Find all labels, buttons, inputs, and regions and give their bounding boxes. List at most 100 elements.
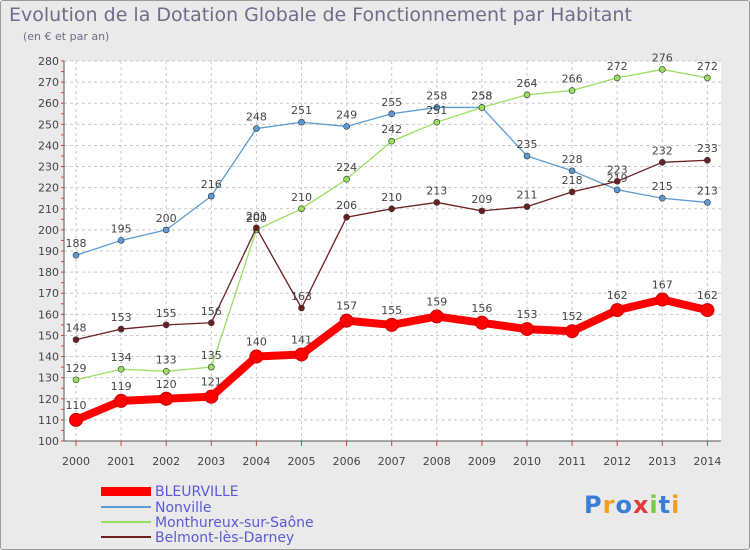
data-point-bleurville [294, 347, 309, 362]
data-point-monthureux-sur-saone [704, 74, 711, 82]
data-label-belmont-les-darney: 209 [471, 193, 492, 206]
y-tick-label: 260 [38, 97, 59, 110]
y-tick-label: 110 [38, 414, 59, 427]
x-tick-label: 2005 [288, 455, 316, 468]
x-tick-label: 2007 [378, 455, 406, 468]
data-point-bleurville [204, 389, 219, 404]
data-point-belmont-les-darney [388, 205, 396, 213]
y-tick-label: 180 [38, 266, 59, 279]
data-point-bleurville [610, 303, 625, 318]
data-point-nonville [704, 199, 711, 206]
data-label-monthureux-sur-saone: 224 [336, 161, 357, 174]
data-label-monthureux-sur-saone: 242 [381, 123, 402, 136]
data-point-nonville [433, 104, 441, 111]
data-point-nonville [117, 237, 125, 244]
data-label-belmont-les-darney: 153 [111, 311, 132, 324]
data-point-bleurville [159, 391, 174, 406]
data-label-monthureux-sur-saone: 258 [471, 89, 492, 102]
data-point-nonville [523, 152, 531, 160]
data-point-monthureux-sur-saone [162, 368, 170, 375]
data-point-belmont-les-darney [343, 213, 350, 221]
data-label-monthureux-sur-saone: 135 [201, 349, 222, 362]
x-tick-label: 2012 [603, 455, 631, 468]
data-label-belmont-les-darney: 213 [426, 184, 447, 197]
x-tick-label: 2004 [242, 455, 270, 468]
data-point-belmont-les-darney [117, 325, 125, 333]
y-tick-label: 140 [38, 351, 59, 364]
data-label-monthureux-sur-saone: 200 [246, 212, 267, 225]
data-point-belmont-les-darney [253, 224, 260, 232]
y-tick-label: 120 [38, 393, 59, 406]
data-label-nonville: 195 [111, 222, 132, 235]
chart-title: Evolution de la Dotation Globale de Fonc… [9, 4, 632, 26]
data-label-nonville: 258 [426, 89, 447, 102]
data-label-bleurville: 156 [471, 302, 492, 315]
data-label-belmont-les-darney: 163 [291, 290, 312, 303]
data-label-bleurville: 140 [246, 336, 267, 349]
proxiti-logo: Proxiti [584, 491, 681, 519]
data-label-monthureux-sur-saone: 210 [291, 191, 312, 204]
data-label-belmont-les-darney: 210 [381, 191, 402, 204]
data-point-bleurville [249, 349, 264, 364]
x-tick-label: 2006 [333, 455, 361, 468]
data-label-nonville: 200 [156, 212, 177, 225]
data-label-belmont-les-darney: 223 [607, 163, 628, 176]
data-label-belmont-les-darney: 211 [517, 189, 538, 202]
legend-label-belmont: Belmont-lès-Darney [155, 530, 295, 546]
y-tick-label: 160 [38, 308, 59, 321]
data-point-nonville [298, 118, 305, 126]
x-tick-label: 2013 [648, 455, 676, 468]
data-label-monthureux-sur-saone: 272 [697, 60, 718, 73]
data-point-belmont-les-darney [613, 178, 621, 185]
data-point-belmont-les-darney [704, 156, 711, 164]
data-label-bleurville: 157 [336, 300, 357, 313]
data-point-nonville [253, 125, 260, 132]
y-tick-label: 150 [38, 329, 59, 342]
data-label-nonville: 255 [381, 96, 402, 109]
data-label-nonville: 215 [652, 180, 673, 193]
data-point-nonville [208, 192, 215, 200]
data-point-belmont-les-darney [162, 321, 170, 329]
data-point-monthureux-sur-saone [523, 91, 531, 99]
y-tick-label: 190 [38, 245, 59, 258]
y-tick-label: 280 [38, 55, 59, 68]
data-point-belmont-les-darney [568, 188, 576, 196]
data-point-monthureux-sur-saone [72, 376, 80, 384]
x-tick-label: 2001 [107, 455, 135, 468]
data-label-nonville: 235 [517, 138, 538, 151]
y-tick-label: 250 [38, 118, 59, 131]
x-tick-label: 2009 [468, 455, 496, 468]
x-tick-label: 2010 [513, 455, 541, 468]
data-label-belmont-les-darney: 232 [652, 144, 673, 157]
data-label-nonville: 188 [66, 237, 87, 250]
data-point-monthureux-sur-saone [298, 205, 305, 213]
data-label-bleurville: 162 [697, 289, 718, 302]
x-tick-label: 2002 [152, 455, 180, 468]
legend-swatch-nonville [101, 506, 151, 508]
data-point-bleurville [520, 322, 534, 337]
x-tick-label: 2000 [62, 455, 90, 468]
y-tick-label: 240 [38, 139, 59, 152]
data-point-monthureux-sur-saone [388, 137, 396, 145]
data-label-bleurville: 155 [381, 304, 402, 317]
x-tick-label: 2003 [197, 455, 225, 468]
y-tick-label: 230 [38, 161, 59, 174]
data-point-bleurville [114, 393, 129, 408]
data-label-bleurville: 167 [652, 279, 673, 292]
data-point-belmont-les-darney [478, 207, 486, 215]
data-label-bleurville: 121 [201, 376, 222, 389]
data-point-bleurville [69, 412, 83, 427]
data-label-monthureux-sur-saone: 264 [517, 77, 538, 90]
data-label-bleurville: 120 [156, 378, 177, 391]
data-point-monthureux-sur-saone [343, 175, 350, 183]
data-point-bleurville [655, 292, 670, 307]
data-point-monthureux-sur-saone [433, 118, 441, 126]
data-label-belmont-les-darney: 218 [562, 174, 583, 187]
data-point-nonville [162, 226, 170, 234]
data-label-monthureux-sur-saone: 266 [562, 73, 583, 86]
data-label-belmont-les-darney: 233 [697, 142, 718, 155]
data-point-belmont-les-darney [658, 159, 666, 166]
data-point-belmont-les-darney [298, 304, 305, 312]
data-point-belmont-les-darney [523, 203, 531, 210]
